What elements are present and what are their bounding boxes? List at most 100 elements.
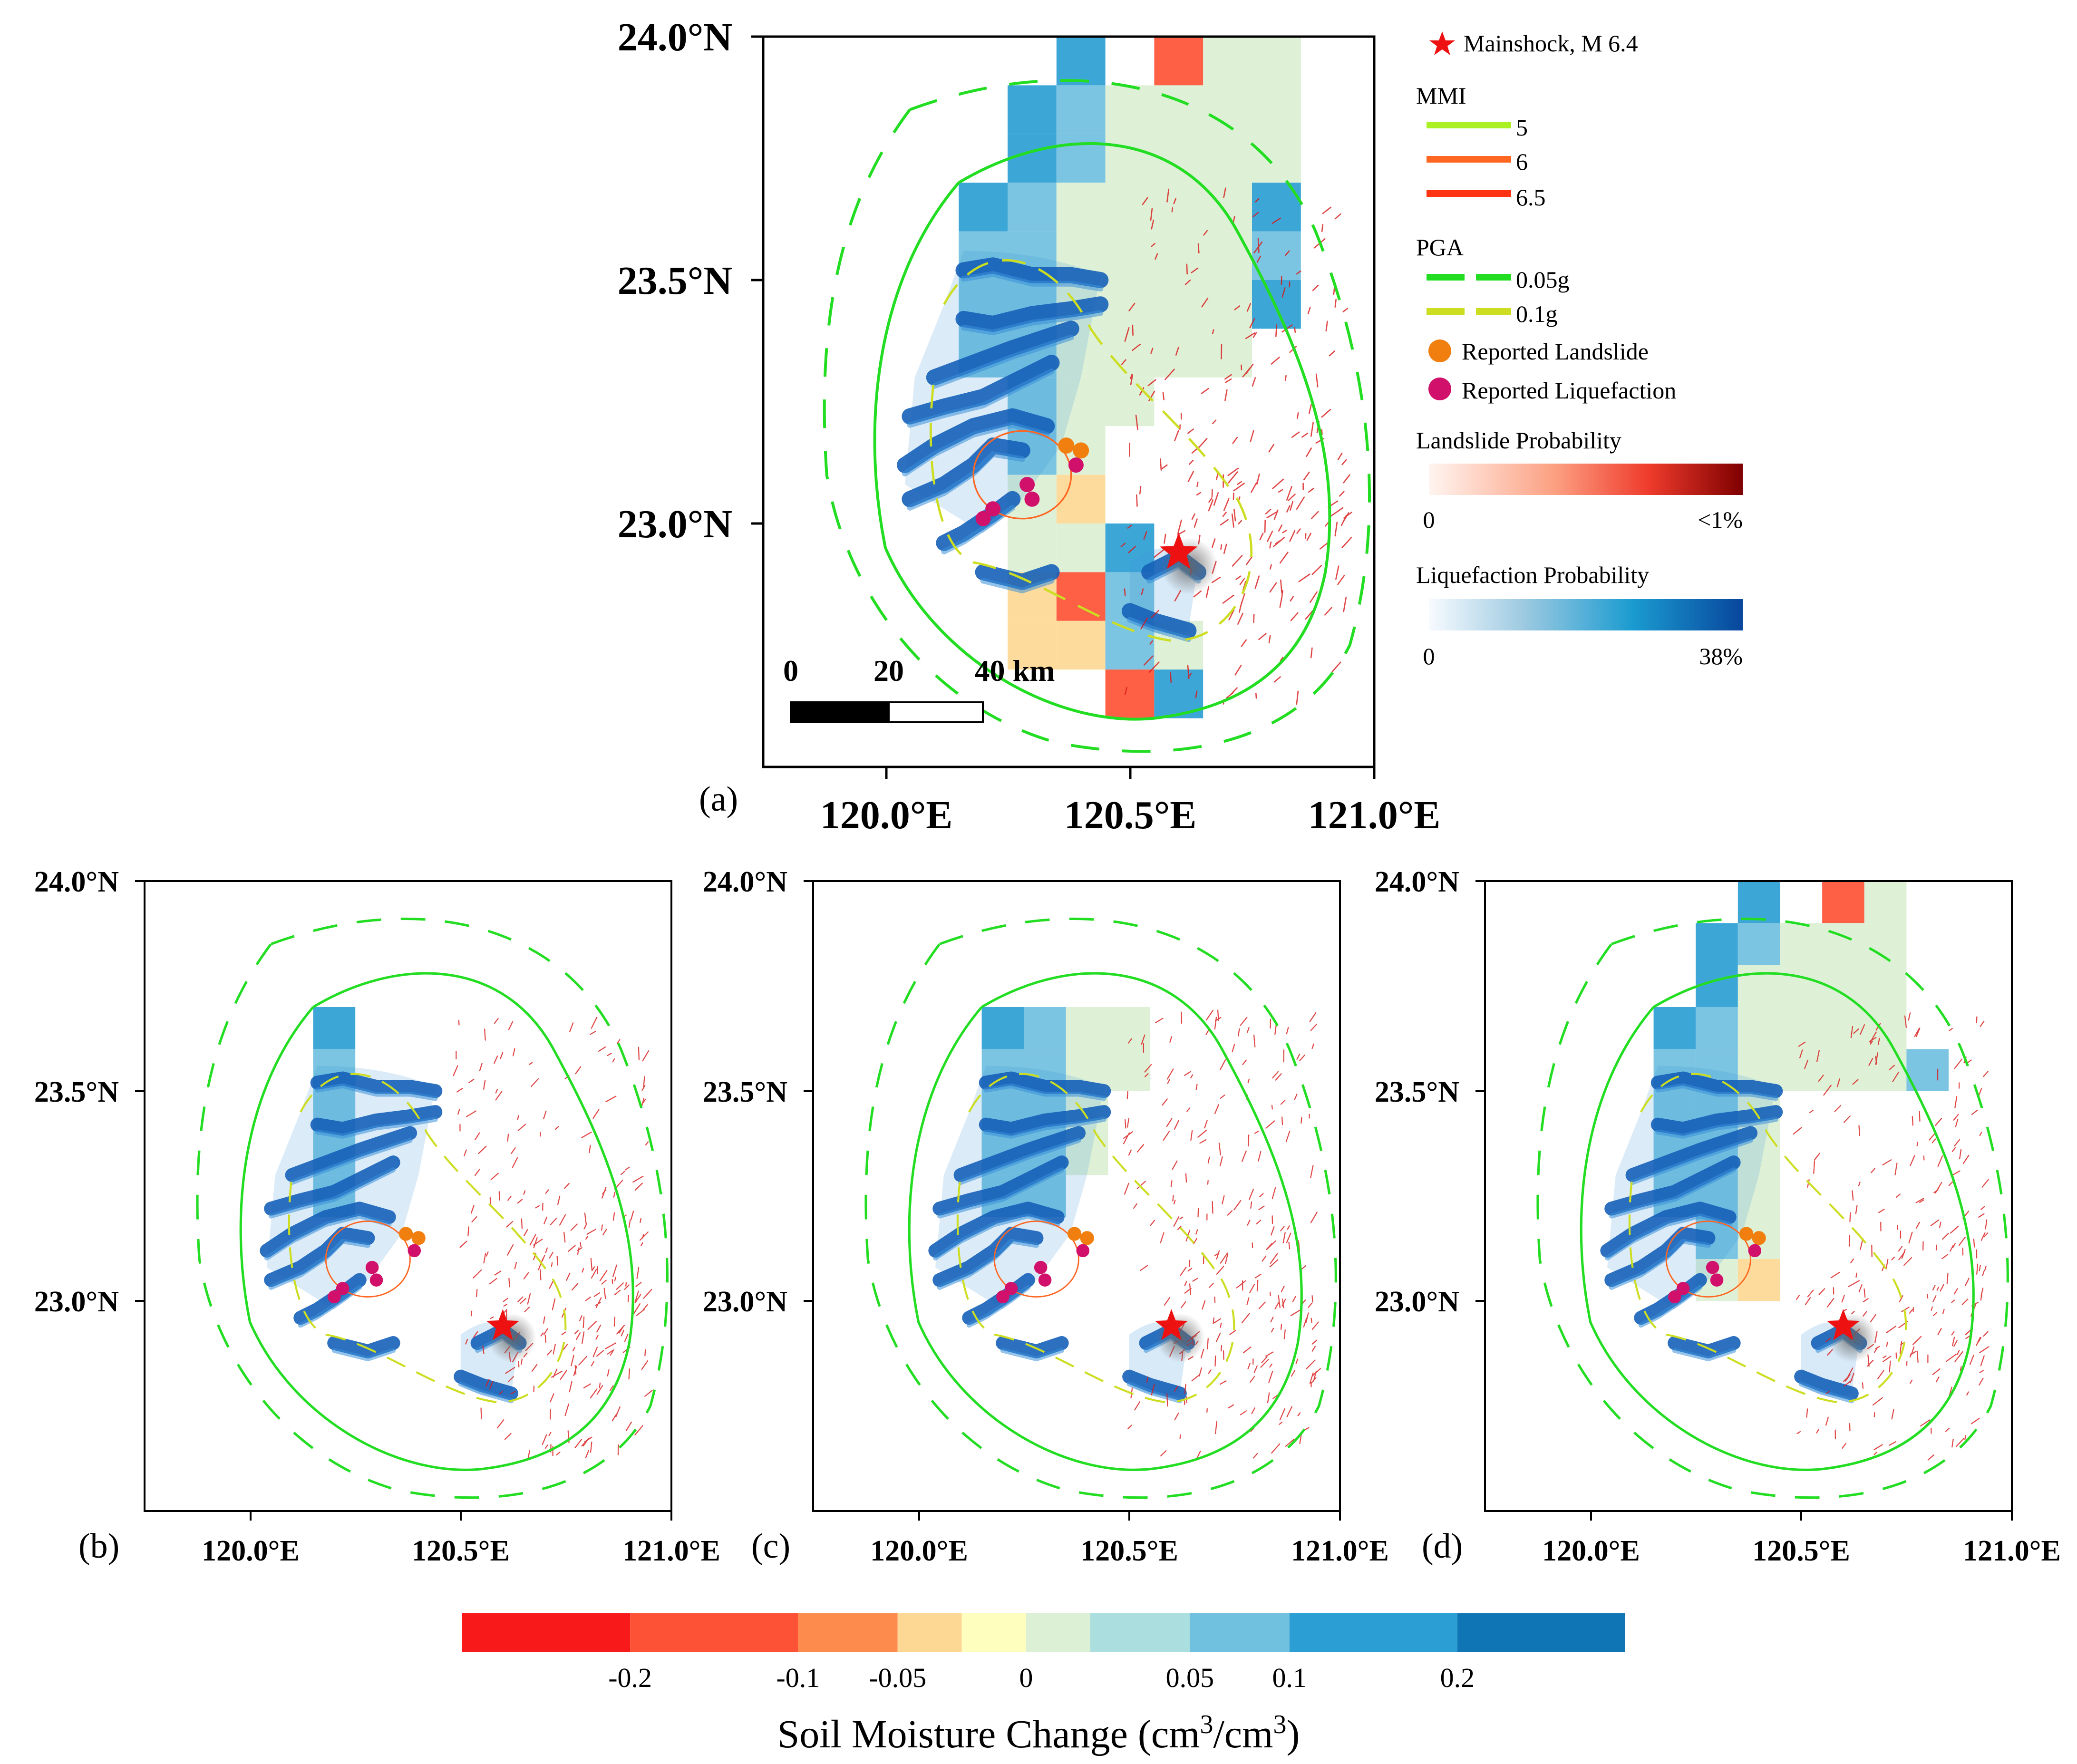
soil-moisture-cell	[1108, 1049, 1151, 1091]
soil-moisture-cell	[959, 183, 1008, 232]
colorbar-title-end: )	[1286, 1712, 1300, 1756]
soil-moisture-cell	[981, 1007, 1024, 1049]
soil-moisture-cell	[1105, 231, 1155, 280]
lat-tick-d-23-5: 23.5°N	[1375, 1076, 1459, 1108]
lon-tick-d-120: 120.0°E	[1542, 1535, 1640, 1567]
colorbar-swatch	[630, 1613, 798, 1652]
liquefaction-streak	[979, 1071, 1111, 1098]
lon-axis-d: 120.0°E 120.5°E 121.0°E	[1542, 1511, 2061, 1567]
liquefaction-streak	[926, 320, 1079, 386]
lon-tick-b-121: 121.0°E	[622, 1535, 720, 1567]
liquefaction-streak-halo	[961, 310, 1104, 336]
soil-moisture-cell	[313, 1007, 356, 1049]
liquefaction-streak	[264, 1227, 375, 1287]
panel-c: 24.0°N 23.5°N 23.0°N 120.0°E 120.5°E 121…	[703, 866, 1389, 1567]
liquefaction-streak-halo	[1609, 1167, 1737, 1219]
colorbar-title-sup2: 3	[1273, 1710, 1286, 1739]
liquefaction-streak-halo	[315, 1083, 438, 1101]
soil-moisture-cell	[1822, 881, 1864, 923]
pga-01-contour	[956, 1073, 1235, 1403]
panel-a: 24.0°N 23.5°N 23.0°N 120.0°E 120.5°E 121…	[618, 15, 1441, 837]
colorbar-title: Soil Moisture Change (cm3/cm3)	[777, 1710, 1300, 1756]
intensity-contours-a	[823, 79, 1371, 753]
legend-landslide-dot	[1428, 339, 1451, 362]
lat-axis-b: 24.0°N 23.5°N 23.0°N	[34, 866, 145, 1318]
soil-moisture-cell	[1105, 377, 1155, 426]
soil-moisture-cell	[1653, 1007, 1696, 1049]
soil-moisture-cell	[1252, 134, 1301, 183]
reported-points-d	[1668, 1227, 1766, 1304]
lat-tick-d-24: 24.0°N	[1375, 866, 1459, 898]
legend-liquefaction-prob-title: Liquefaction Probability	[1416, 562, 1649, 588]
lon-tick-b-120-5: 120.5°E	[412, 1535, 510, 1567]
reported-liquefaction-point	[1034, 1260, 1048, 1274]
lat-tick-b-23: 23.0°N	[34, 1286, 119, 1318]
legend-mmi-title: MMI	[1416, 82, 1466, 109]
liquefaction-streak-halo	[980, 578, 1055, 594]
legend-mmi-6-text: 6	[1516, 148, 1528, 175]
soil-moisture-cell	[1737, 1259, 1780, 1301]
soil-moisture-cell	[1737, 923, 1780, 965]
scale-label-20: 20	[874, 654, 904, 688]
lon-tick-d-121: 121.0°E	[1963, 1535, 2061, 1567]
reported-landslide-point	[1073, 442, 1089, 459]
colorbar-swatch	[1026, 1613, 1090, 1652]
colorbar-swatch	[462, 1613, 631, 1652]
liquefaction-streak	[310, 1071, 443, 1098]
colorbar-title-sup1: 3	[1200, 1710, 1213, 1739]
lon-tick-d-120-5: 120.5°E	[1752, 1535, 1850, 1567]
landslide-prob-min: 0	[1423, 506, 1435, 533]
reported-liquefaction-point	[1068, 457, 1084, 473]
soil-moisture-cell	[1252, 85, 1301, 134]
soil-moisture-cell	[1154, 37, 1203, 86]
liquefaction-streak	[975, 564, 1060, 590]
reported-points-b	[328, 1227, 426, 1304]
reported-liquefaction-point	[1668, 1290, 1681, 1304]
soil-moisture-cell	[1864, 881, 1907, 923]
colorbar-tick-label: -0.05	[869, 1662, 926, 1693]
landslide-prob-gradient	[1429, 464, 1743, 495]
soil-moisture-cell	[1008, 523, 1057, 572]
colorbar-tick-label: -0.2	[608, 1662, 652, 1693]
reported-liquefaction-point	[996, 1290, 1009, 1304]
liquefaction-streak	[979, 1105, 1111, 1136]
landslide-probability-texture	[1120, 187, 1352, 705]
scale-bar-black	[790, 701, 890, 723]
mmi-6-contour	[993, 1221, 1079, 1298]
mainshock-marker-d	[1827, 1309, 1877, 1363]
colorbar-ticks: -0.2 -0.1 -0.05 0 0.05 0.1 0.2	[608, 1662, 1475, 1693]
soil-moisture-cell	[1066, 1007, 1108, 1049]
scale-bar-white	[888, 701, 984, 723]
soil-moisture-cell	[1056, 620, 1106, 670]
soil-moisture-cell	[1864, 1049, 1907, 1091]
soil-moisture-cell	[1780, 1007, 1823, 1049]
lat-axis-a: 24.0°N 23.5°N 23.0°N	[618, 15, 763, 546]
soil-moisture-cell	[1864, 965, 1907, 1007]
lat-tick-a-24: 24.0°N	[618, 15, 732, 59]
soil-moisture-cell	[1056, 523, 1106, 572]
soil-moisture-cell	[1780, 1049, 1823, 1091]
liquefaction-streak	[928, 1202, 1065, 1258]
reported-liquefaction-point	[328, 1290, 341, 1304]
reported-landslide-point	[1080, 1231, 1094, 1245]
soil-moisture-cell	[1056, 85, 1106, 134]
mainshock-marker-b	[486, 1309, 537, 1363]
colorbar-tick-label: 0.2	[1440, 1662, 1475, 1693]
soil-moisture-colorbar: -0.2 -0.1 -0.05 0 0.05 0.1 0.2 Soil Moisture C…	[462, 1613, 1625, 1756]
map-b	[196, 917, 669, 1499]
panel-d: 24.0°N 23.5°N 23.0°N 120.0°E 120.5°E 121…	[1375, 866, 2061, 1567]
soil-moisture-cell	[1056, 183, 1106, 232]
lat-tick-b-24: 24.0°N	[34, 866, 119, 898]
liquefaction-streak	[1122, 603, 1197, 639]
lat-tick-d-23: 23.0°N	[1375, 1286, 1459, 1318]
soil-moisture-cell	[1154, 231, 1203, 280]
lat-tick-a-23-5: 23.5°N	[618, 259, 732, 303]
liquefaction-streak-halo	[902, 422, 1050, 477]
soil-moisture-cell	[1203, 231, 1252, 280]
colorbar-title-mid: /cm	[1213, 1712, 1273, 1756]
lat-axis-c: 24.0°N 23.5°N 23.0°N	[703, 866, 813, 1318]
liquefaction-streak-halo	[1126, 1381, 1183, 1404]
liquefaction-streak	[264, 1155, 400, 1216]
landslide-probability-b	[453, 1017, 653, 1459]
liquefaction-streak-halo	[937, 1167, 1065, 1219]
